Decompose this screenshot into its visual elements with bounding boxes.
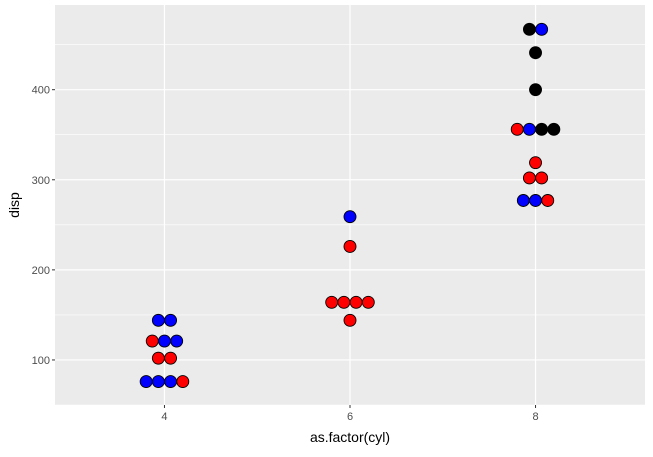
data-point-red	[325, 295, 339, 309]
data-point-black	[529, 46, 542, 60]
data-point-blue	[158, 334, 171, 348]
data-point-black	[529, 83, 542, 97]
data-point-red	[361, 295, 375, 309]
data-point-red	[535, 171, 549, 185]
data-point-red	[510, 122, 524, 136]
y-tick-label: 400	[32, 85, 50, 97]
data-point-red	[145, 334, 159, 348]
data-point-red	[176, 375, 190, 389]
data-point-blue	[516, 194, 530, 207]
data-point-red	[164, 351, 178, 365]
data-point-blue	[139, 375, 153, 389]
data-point-red	[529, 156, 542, 170]
data-point-blue	[535, 22, 549, 36]
data-point-black	[522, 22, 536, 36]
y-axis-label: disp	[6, 192, 22, 218]
data-point-blue	[522, 122, 536, 136]
data-point-red	[337, 295, 351, 309]
data-point-black	[547, 122, 561, 136]
data-point-blue	[164, 375, 178, 389]
data-point-blue	[343, 210, 357, 224]
x-tick-label: 6	[347, 411, 353, 423]
y-tick-label: 300	[32, 175, 50, 187]
x-tick-label: 4	[161, 411, 167, 423]
data-point-red	[343, 239, 357, 253]
axis-ticks: 100 200 300 400 4 6 8	[32, 85, 539, 423]
data-point-red	[541, 194, 555, 207]
data-point-red	[151, 351, 165, 365]
y-tick-label: 100	[32, 355, 50, 367]
data-point-red	[522, 171, 536, 185]
x-tick-label: 8	[532, 411, 538, 423]
data-points	[139, 22, 561, 389]
data-point-blue	[151, 375, 165, 389]
y-tick-label: 200	[32, 265, 50, 277]
data-point-blue	[529, 194, 542, 207]
data-point-red	[343, 313, 357, 327]
data-point-blue	[151, 313, 165, 327]
data-point-blue	[170, 334, 184, 348]
x-axis-label: as.factor(cyl)	[310, 429, 390, 445]
data-point-red	[349, 295, 363, 309]
data-point-black	[535, 122, 549, 136]
data-point-blue	[164, 313, 178, 327]
